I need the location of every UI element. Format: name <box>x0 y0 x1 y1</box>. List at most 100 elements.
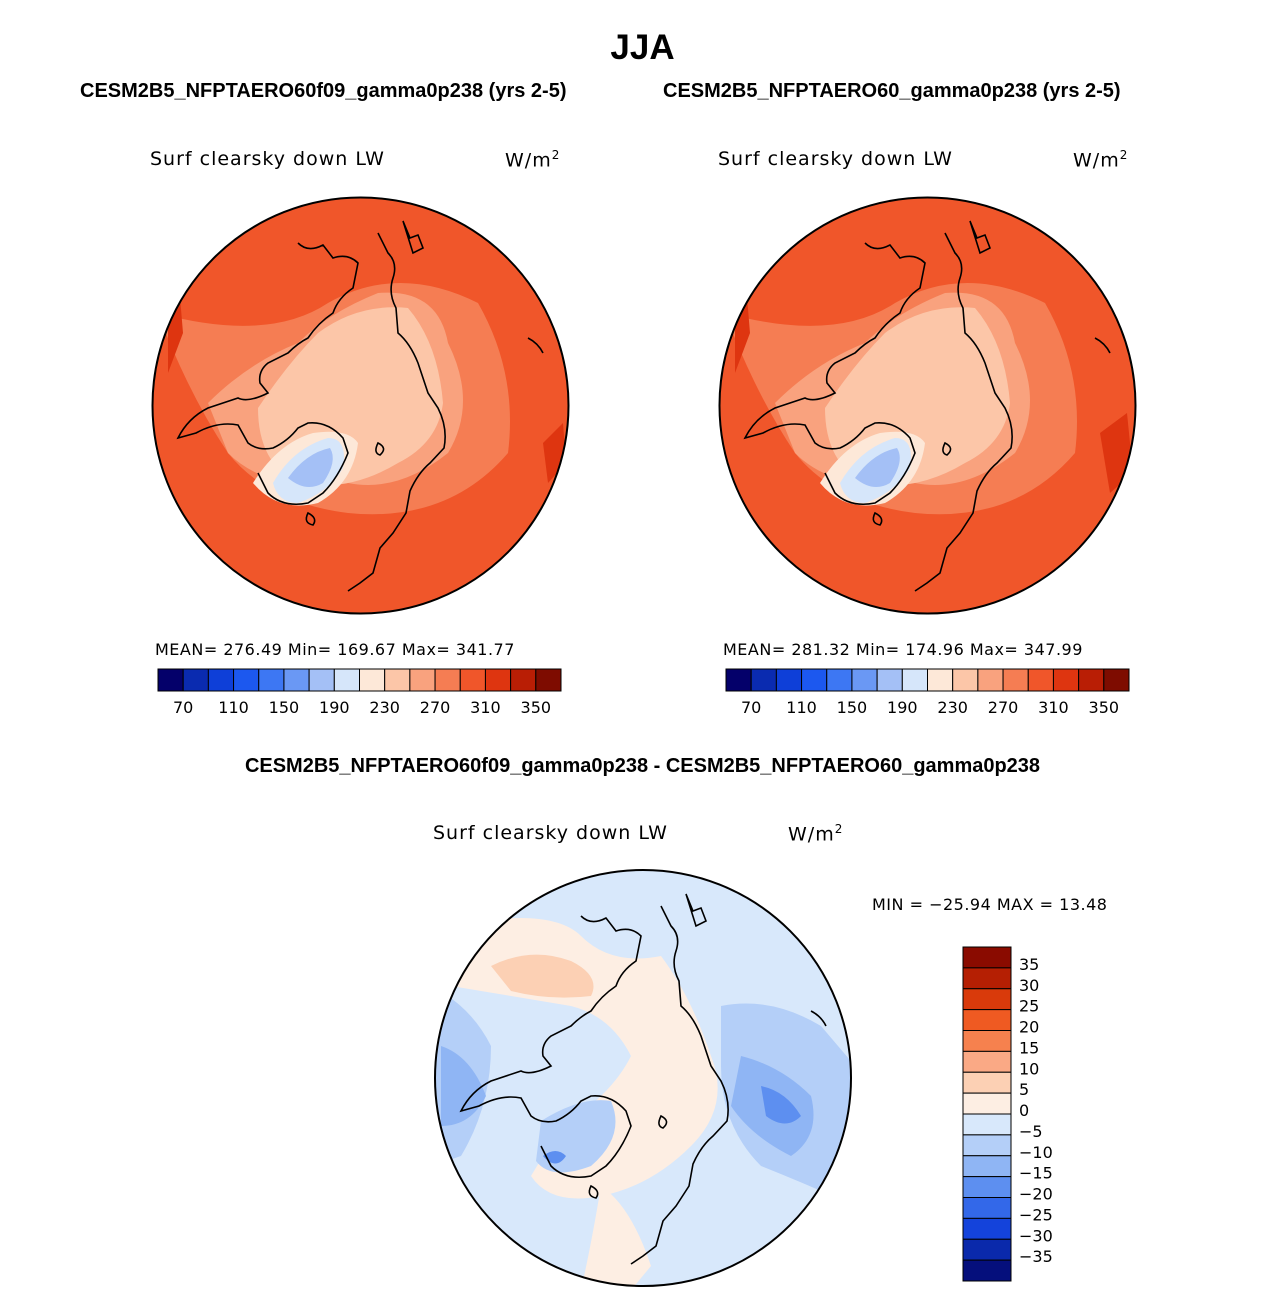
colorbar-swatch <box>1027 668 1054 692</box>
colorbar-swatch <box>725 668 752 692</box>
colorbar-swatch <box>233 668 260 692</box>
colorbar-swatch <box>459 668 486 692</box>
units-label-1: W/m2 <box>505 148 561 172</box>
colorbar-2: 70 110 150 190 230 270 310 350 <box>725 668 1130 717</box>
colorbar-swatch <box>359 668 386 692</box>
variable-label-1: Surf clearsky down LW <box>150 148 385 170</box>
colorbar-level-label: 5 <box>1019 1080 1029 1099</box>
colorbar-level-label: −30 <box>1019 1226 1053 1245</box>
colorbar-tick-label: 110 <box>218 698 249 717</box>
colorbar-tick-label: 70 <box>173 698 193 717</box>
colorbar-tick-label: 190 <box>887 698 918 717</box>
diff-field-warm-south <box>581 1186 651 1286</box>
map-boundary-1 <box>151 196 570 615</box>
colorbar-level-label: −35 <box>1019 1247 1053 1266</box>
colorbar-swatch <box>962 1197 1012 1219</box>
stats-line-1: MEAN= 276.49 Min= 169.67 Max= 341.77 <box>155 640 515 659</box>
colorbar-tick-label: 350 <box>521 698 552 717</box>
colorbar-swatch <box>851 668 878 692</box>
colorbar-level-label: 35 <box>1019 955 1039 974</box>
colorbar-swatch <box>962 1259 1012 1282</box>
coastlines-1 <box>176 220 544 592</box>
colorbar-tick-label: 310 <box>1038 698 1069 717</box>
colorbar-swatch <box>157 668 184 692</box>
colorbar-swatch <box>207 668 235 692</box>
colorbar-swatch <box>258 668 285 692</box>
colorbar-swatch <box>962 1050 1012 1073</box>
greenland-core <box>288 448 333 487</box>
colorbar-tick-label: 150 <box>269 698 300 717</box>
case-title-1: CESM2B5_NFPTAERO60f09_gamma0p238 (yrs 2-… <box>80 80 567 102</box>
colorbar-tick-label: 190 <box>319 698 350 717</box>
colorbar-swatch <box>434 668 461 692</box>
diff-field-neg-w2 <box>441 1046 486 1126</box>
colorbar-level-label: 10 <box>1019 1059 1039 1078</box>
colorbar-swatch <box>1052 668 1080 692</box>
colorbar-tick-label: 150 <box>837 698 868 717</box>
variable-label-diff: Surf clearsky down LW <box>433 822 668 844</box>
colorbar-tick-label: 70 <box>741 698 761 717</box>
diff-field-pos <box>491 954 594 998</box>
colorbar-swatch <box>801 668 828 692</box>
colorbar-swatch <box>384 668 411 692</box>
colorbar-swatch <box>876 668 903 692</box>
colorbar-level-label: 30 <box>1019 976 1039 995</box>
colorbar-level-label: −10 <box>1019 1143 1053 1162</box>
colorbar-swatch <box>510 668 537 692</box>
colorbar-tick-label: 230 <box>369 698 400 717</box>
colorbar-swatch <box>1103 668 1130 692</box>
colorbar-swatch <box>308 668 335 692</box>
colorbar-swatch <box>333 668 360 692</box>
colorbar-tick-label: 270 <box>420 698 451 717</box>
colorbar-swatch <box>962 1134 1012 1157</box>
colorbar-swatch <box>962 1071 1012 1094</box>
colorbar-swatch <box>927 668 954 692</box>
colorbar-tick-label: 230 <box>937 698 968 717</box>
colorbar-swatch <box>182 668 209 692</box>
case-title-2: CESM2B5_NFPTAERO60_gamma0p238 (yrs 2-5) <box>663 80 1121 102</box>
colorbar-swatch <box>962 1092 1012 1115</box>
colorbar-level-label: 25 <box>1019 997 1039 1016</box>
colorbar-tick-label: 350 <box>1089 698 1120 717</box>
polar-map-2 <box>718 196 1137 615</box>
map-boundary-diff <box>434 869 852 1287</box>
figure-title: JJA <box>610 28 675 67</box>
units-label-2: W/m2 <box>1073 148 1129 172</box>
colorbar-swatch <box>962 1155 1012 1178</box>
colorbar-swatch <box>962 1030 1012 1052</box>
diff-field-neg-e3 <box>761 1086 801 1124</box>
units-label-diff: W/m2 <box>788 822 844 846</box>
map-boundary-2 <box>718 196 1137 615</box>
colorbar-swatch <box>962 1113 1012 1136</box>
coastlines-diff <box>459 893 827 1265</box>
polar-map-diff <box>434 869 852 1287</box>
colorbar-swatch <box>775 668 803 692</box>
colorbar-swatch <box>962 1238 1012 1261</box>
colorbar-swatch <box>952 668 979 692</box>
colorbar-level-label: 15 <box>1019 1038 1039 1057</box>
greenland-core <box>855 448 900 487</box>
colorbar-swatch <box>283 668 310 692</box>
colorbar-swatch <box>750 668 777 692</box>
stats-line-2: MEAN= 281.32 Min= 174.96 Max= 347.99 <box>723 640 1083 659</box>
colorbar-swatch <box>977 668 1004 692</box>
colorbar-swatch <box>962 988 1012 1011</box>
colorbar-swatch <box>535 668 562 692</box>
colorbar-swatch <box>962 1217 1012 1240</box>
diff-title: CESM2B5_NFPTAERO60f09_gamma0p238 - CESM2… <box>244 755 1041 777</box>
stats-line-diff: MIN = −25.94 MAX = 13.48 <box>872 895 1108 914</box>
colorbar-tick-label: 110 <box>786 698 817 717</box>
colorbar-swatch <box>409 668 436 692</box>
colorbar-level-label: −5 <box>1019 1122 1043 1141</box>
colorbar-swatch <box>962 1009 1012 1031</box>
colorbar-swatch <box>826 668 853 692</box>
colorbar-level-label: 0 <box>1019 1101 1029 1120</box>
colorbar-swatch <box>901 668 928 692</box>
colorbar-level-label: −20 <box>1019 1185 1053 1204</box>
colorbar-swatch <box>1002 668 1029 692</box>
colorbar-level-label: 20 <box>1019 1018 1039 1037</box>
colorbar-swatch <box>962 1176 1012 1198</box>
colorbar-swatch <box>962 967 1012 990</box>
colorbar-1: 70 110 150 190 230 270 310 350 <box>157 668 562 717</box>
variable-label-2: Surf clearsky down LW <box>718 148 953 170</box>
